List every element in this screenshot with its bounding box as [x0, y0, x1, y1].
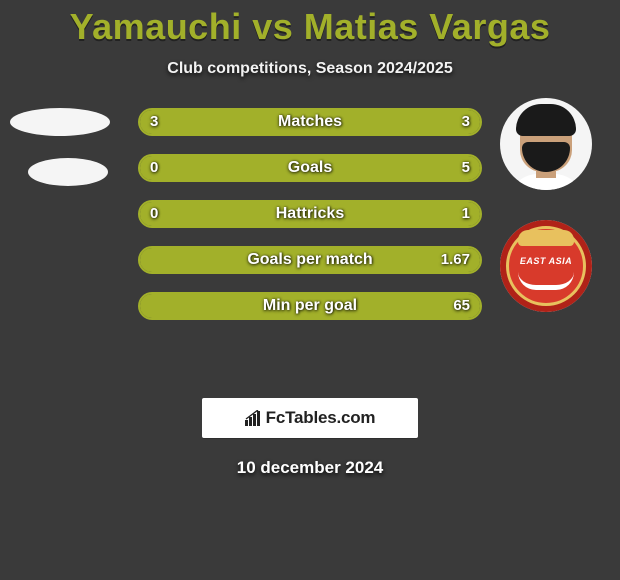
- left-player-placeholder: [10, 108, 110, 136]
- page-title: Yamauchi vs Matias Vargas: [0, 0, 620, 48]
- bar-value-right: 1: [462, 202, 470, 226]
- date-text: 10 december 2024: [0, 458, 620, 478]
- left-player-column: [10, 98, 110, 208]
- club-badge-text: EAST ASIA: [500, 256, 592, 266]
- right-club-badge: EAST ASIA: [500, 220, 592, 312]
- bar-label: Min per goal: [140, 294, 480, 318]
- stat-row-hattricks: 0 Hattricks 1: [138, 200, 482, 228]
- bar-value-right: 65: [453, 294, 470, 318]
- player-face-icon: [500, 98, 592, 190]
- stat-row-goals-per-match: Goals per match 1.67: [138, 246, 482, 274]
- right-player-avatar: [500, 98, 592, 190]
- bar-chart-icon: [245, 410, 263, 426]
- bar-value-right: 1.67: [441, 248, 470, 272]
- bar-label: Goals: [140, 156, 480, 180]
- stat-row-matches: 3 Matches 3: [138, 108, 482, 136]
- left-club-placeholder: [28, 158, 108, 186]
- bar-value-right: 5: [462, 156, 470, 180]
- club-badge-icon: EAST ASIA: [500, 220, 592, 312]
- stat-row-min-per-goal: Min per goal 65: [138, 292, 482, 320]
- brand-text: FcTables.com: [266, 408, 376, 428]
- right-player-column: EAST ASIA: [500, 98, 600, 342]
- subtitle: Club competitions, Season 2024/2025: [0, 60, 620, 78]
- bar-label: Goals per match: [140, 248, 480, 272]
- bar-label: Matches: [140, 110, 480, 134]
- branding-badge: FcTables.com: [202, 398, 418, 438]
- bar-label: Hattricks: [140, 202, 480, 226]
- stat-row-goals: 0 Goals 5: [138, 154, 482, 182]
- stat-bars: 3 Matches 3 0 Goals 5 0 Hattricks 1 Goal…: [138, 108, 482, 338]
- bar-value-right: 3: [462, 110, 470, 134]
- comparison-content: 3 Matches 3 0 Goals 5 0 Hattricks 1 Goal…: [0, 108, 620, 398]
